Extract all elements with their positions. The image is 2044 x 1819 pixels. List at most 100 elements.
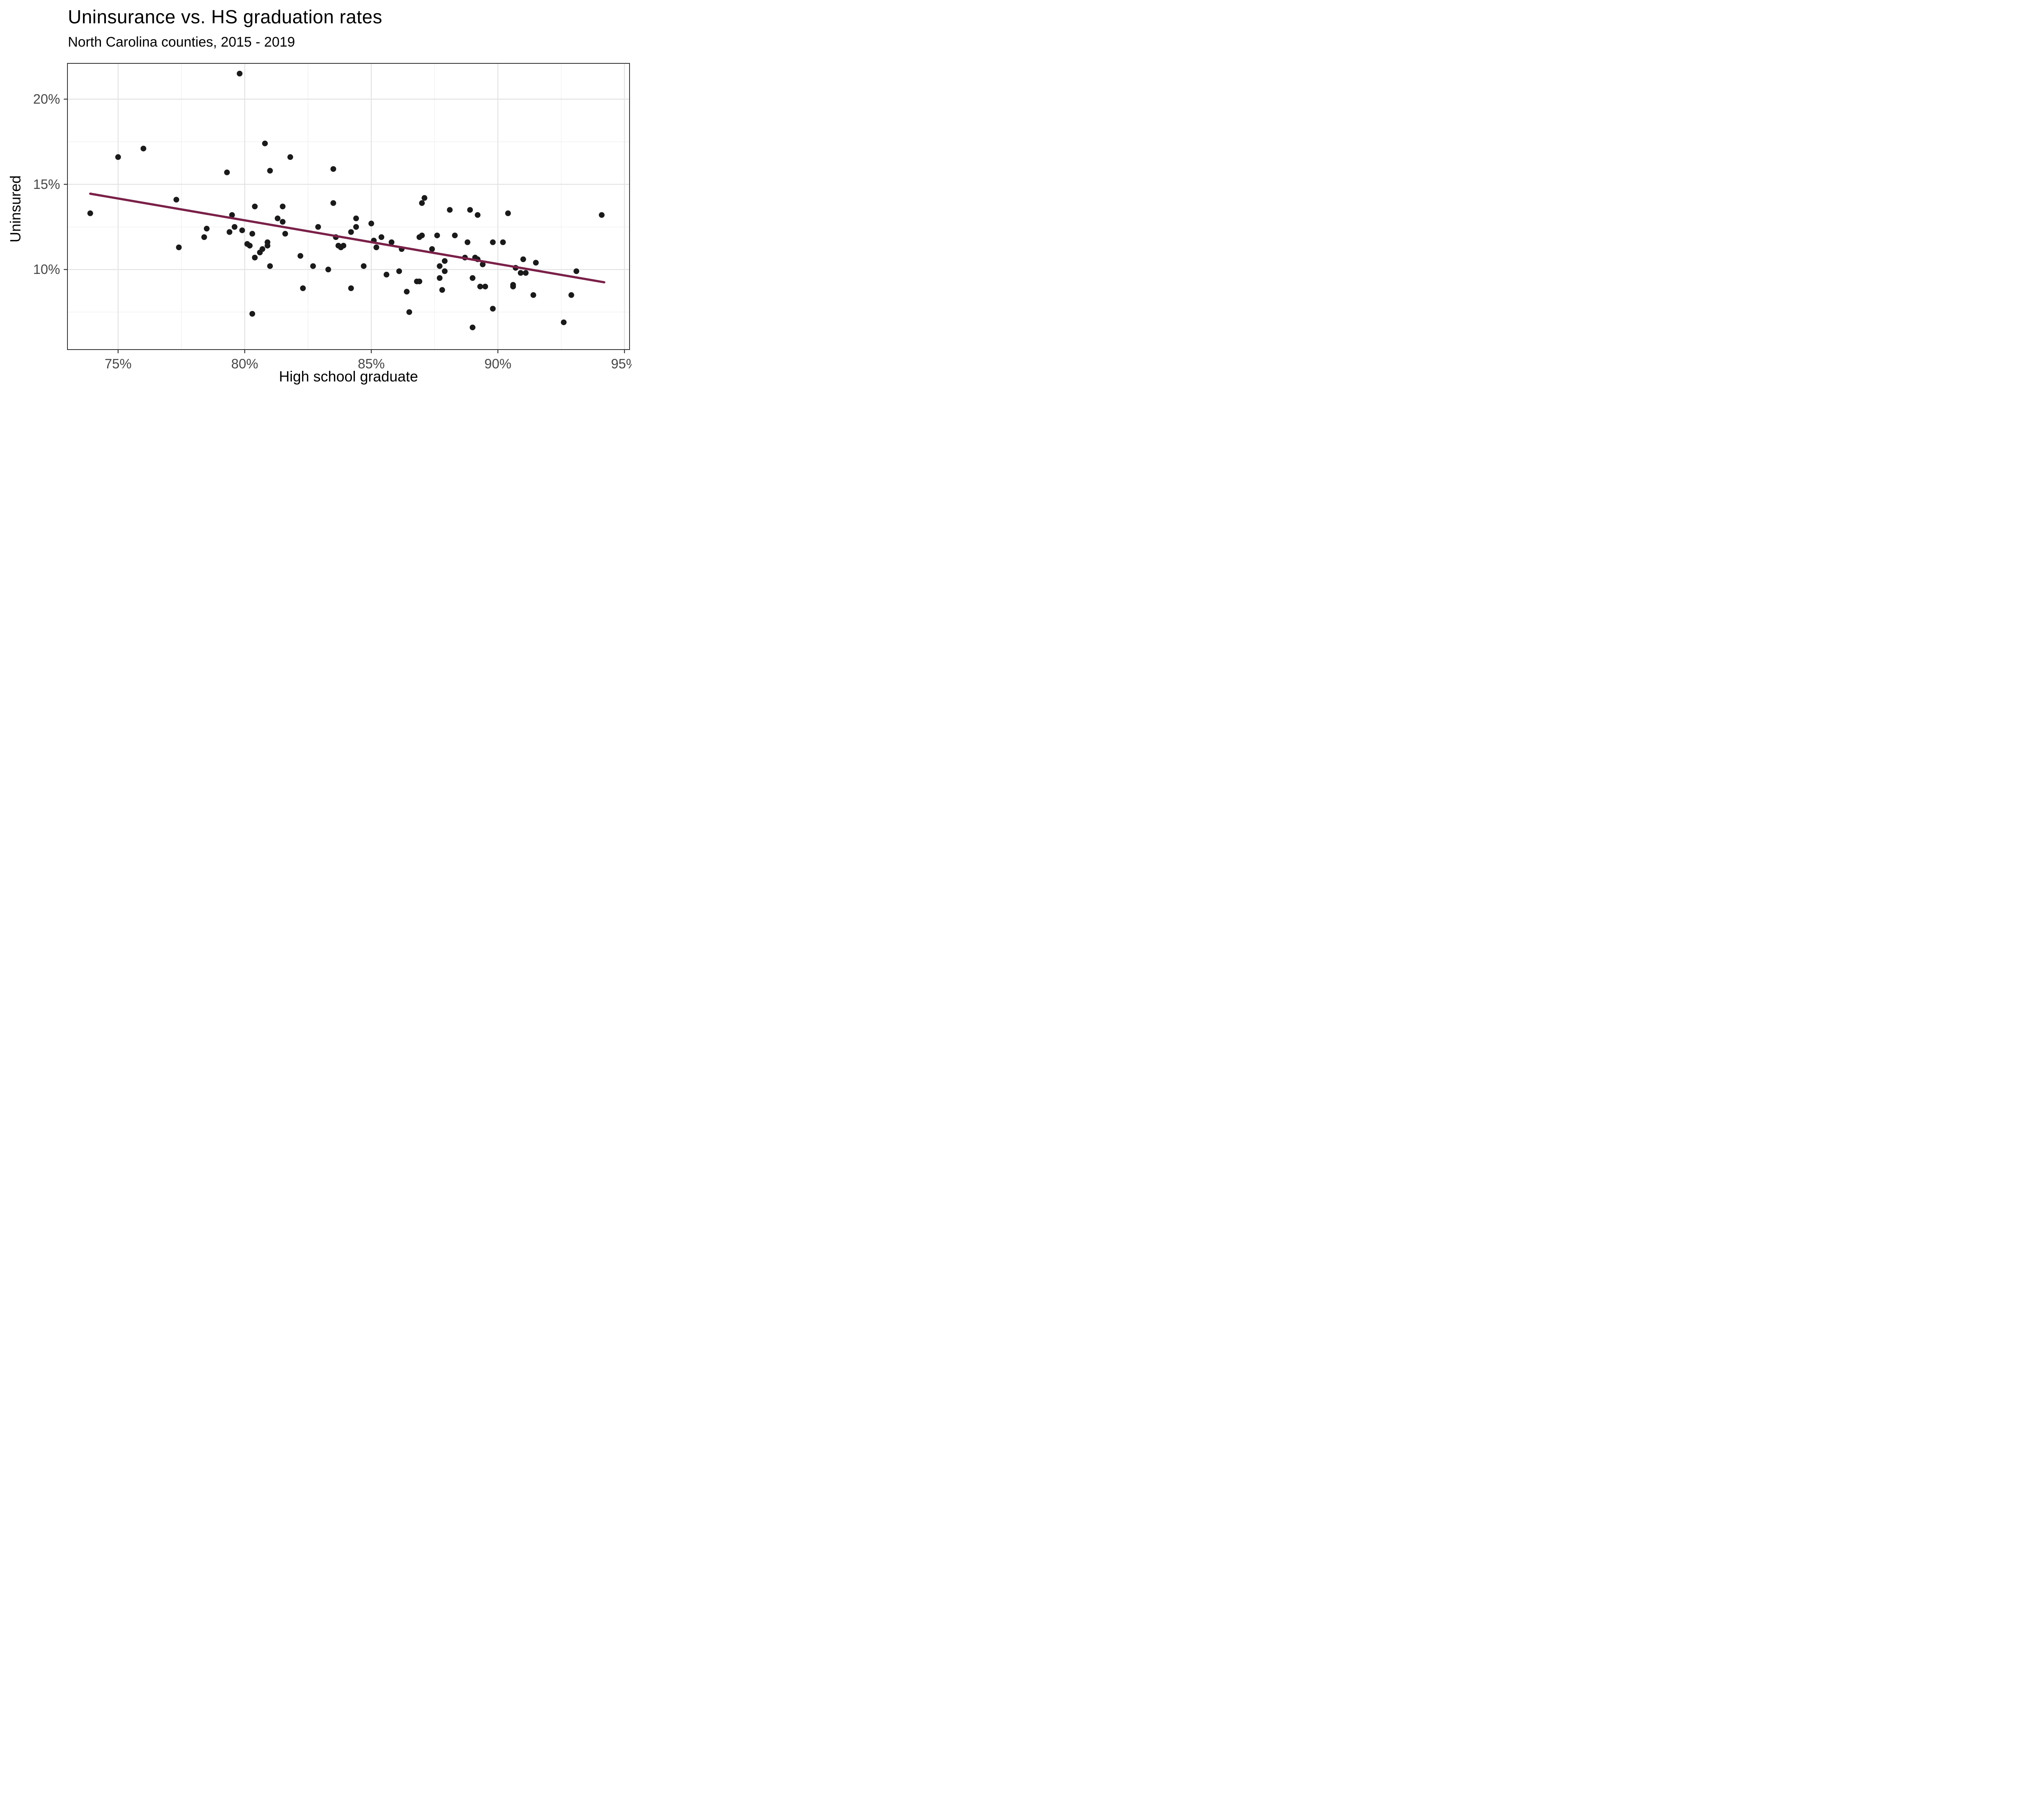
data-point: [348, 285, 354, 291]
data-point: [330, 166, 336, 172]
y-tick-label: 15%: [33, 177, 60, 192]
x-tick-label: 80%: [231, 356, 258, 371]
data-point: [437, 263, 443, 269]
x-tick-label: 90%: [484, 356, 511, 371]
data-point: [505, 210, 511, 216]
data-point: [231, 224, 238, 230]
data-point: [518, 270, 524, 276]
data-point: [388, 239, 394, 245]
x-tick-label: 95%: [611, 356, 632, 371]
data-point: [482, 283, 488, 289]
chart-title: Uninsurance vs. HS graduation rates: [68, 6, 383, 27]
data-point: [300, 285, 306, 291]
y-tick-label: 20%: [33, 92, 60, 107]
data-point: [490, 239, 496, 245]
data-point: [239, 227, 245, 233]
data-point: [229, 212, 235, 218]
plot-panel: [67, 63, 630, 350]
data-point: [434, 232, 440, 238]
data-point: [442, 258, 448, 264]
data-point: [226, 229, 233, 235]
data-point: [87, 210, 93, 216]
data-point: [275, 215, 281, 222]
data-point: [379, 234, 385, 240]
data-point: [598, 212, 605, 218]
data-point: [490, 306, 496, 312]
data-point: [280, 219, 286, 225]
data-point: [201, 234, 207, 240]
data-point: [353, 224, 359, 230]
data-point: [383, 271, 390, 278]
data-point: [330, 200, 336, 206]
data-point: [467, 207, 473, 213]
data-point: [480, 261, 486, 267]
data-point: [573, 268, 579, 274]
x-tick-label: 85%: [358, 356, 385, 371]
data-point: [419, 232, 425, 238]
data-point: [530, 292, 536, 298]
data-point: [264, 239, 271, 245]
data-point: [252, 255, 258, 260]
data-point: [419, 200, 425, 206]
data-point: [447, 207, 453, 213]
data-point: [173, 197, 179, 203]
data-point: [469, 324, 475, 330]
data-point: [568, 292, 574, 298]
data-point: [403, 289, 410, 295]
data-point: [237, 71, 243, 76]
data-point: [176, 244, 182, 250]
data-point: [249, 311, 256, 317]
data-point: [224, 169, 230, 175]
data-point: [361, 263, 367, 269]
trend-line: [89, 193, 605, 284]
data-point: [353, 215, 359, 222]
data-point: [315, 224, 321, 230]
data-point: [533, 260, 539, 266]
data-point: [416, 278, 422, 285]
data-point: [421, 195, 428, 201]
data-point: [247, 242, 253, 249]
data-point: [560, 319, 567, 325]
data-point: [249, 231, 256, 237]
x-tick-label: 75%: [105, 356, 132, 371]
data-point: [252, 204, 258, 209]
data-point: [452, 232, 458, 238]
data-point: [140, 146, 146, 152]
y-tick-label: 10%: [33, 262, 60, 277]
data-point: [297, 253, 303, 259]
data-point: [348, 229, 354, 235]
data-point: [500, 239, 506, 245]
data-point: [442, 268, 448, 274]
data-point: [310, 263, 316, 269]
data-point: [115, 154, 121, 160]
chart-subtitle: North Carolina counties, 2015 - 2019: [68, 34, 295, 50]
data-point: [396, 268, 402, 274]
x-axis-title: High school graduate: [279, 368, 418, 385]
data-point: [439, 287, 445, 293]
data-point: [406, 309, 412, 315]
data-point: [368, 220, 374, 227]
data-point: [469, 275, 475, 281]
data-point: [373, 244, 379, 250]
data-point: [282, 231, 288, 237]
data-point: [280, 204, 286, 209]
data-point: [520, 256, 526, 262]
data-point: [464, 239, 471, 245]
data-point: [475, 212, 481, 218]
chart-container: Uninsurance vs. HS graduation rates Nort…: [0, 0, 632, 390]
scatter-plot: 75% 80% 85% 90% 95% 10% 15% 20%: [33, 63, 632, 371]
data-point: [325, 267, 331, 273]
data-point: [204, 226, 210, 232]
y-axis-title: Uninsured: [7, 175, 24, 243]
data-point: [523, 270, 529, 276]
data-point: [267, 263, 273, 269]
data-point: [287, 154, 294, 160]
data-point: [262, 140, 268, 146]
data-point: [477, 283, 483, 289]
data-point: [510, 283, 516, 289]
data-point: [437, 275, 443, 281]
panel-border: [67, 63, 630, 350]
data-point: [429, 246, 435, 252]
data-point: [259, 246, 265, 252]
data-point: [341, 242, 347, 249]
